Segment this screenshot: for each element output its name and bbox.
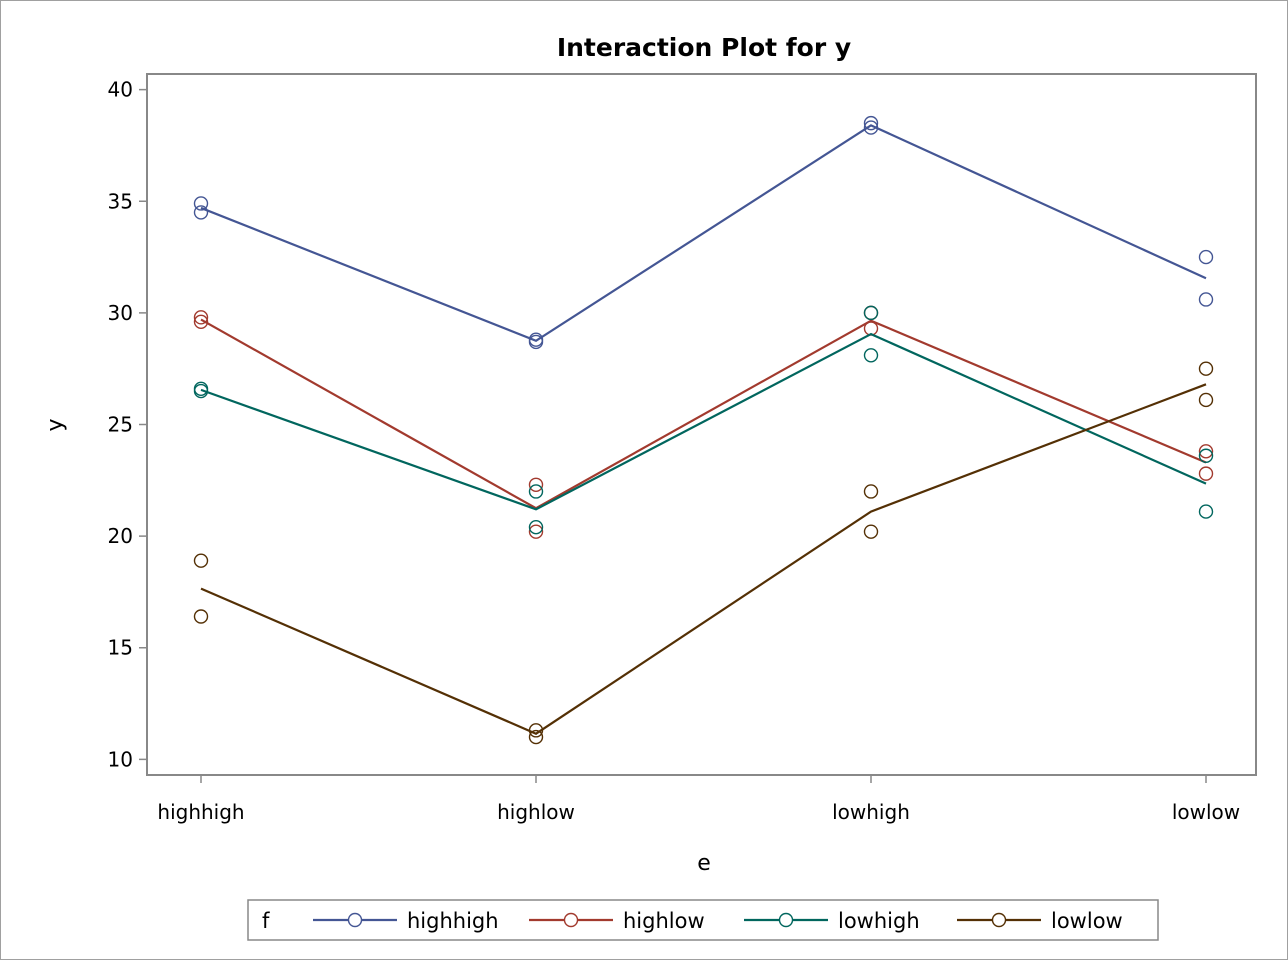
data-point-highhigh [863,120,879,135]
chart-title: Interaction Plot for y [557,33,851,62]
y-tick-label: 20 [108,524,133,548]
data-point-lowhigh [193,383,209,399]
y-tick-label: 35 [108,189,133,213]
y-tick-label: 40 [108,78,133,102]
data-point-lowlow [1198,361,1214,376]
data-point-lowhigh [1198,448,1214,463]
data-point-highhigh [1198,249,1214,265]
series-line-lowhigh [200,332,1207,511]
series-lowhigh [193,305,1214,535]
legend-label-lowlow: lowlow [1051,909,1123,933]
data-point-lowhigh [1198,504,1214,519]
data-point-lowlow [193,609,209,624]
data-point-lowlow [528,729,544,745]
data-point-lowhigh [528,519,544,535]
data-point-lowhigh [863,348,879,363]
x-tick-label: highhigh [157,800,244,824]
legend-marker-highlow [563,912,579,928]
plot-area [146,73,1257,776]
y-tick-label: 15 [108,636,133,660]
x-axis: highhigh highlow lowhigh lowlow [157,775,1240,824]
data-point-highlow [528,524,544,539]
legend-label-highlow: highlow [623,909,705,933]
data-point-lowlow [528,723,544,738]
data-point-lowlow [863,524,879,539]
y-tick-label: 25 [108,413,133,437]
legend-label-lowhigh: lowhigh [838,909,920,933]
data-point-highhigh [528,334,544,350]
data-point-highhigh [1198,292,1214,307]
y-tick-label: 30 [108,301,133,325]
data-point-highlow [1198,466,1214,481]
data-point-lowhigh [863,305,879,321]
data-point-highlow [193,310,209,325]
data-point-highlow [528,477,544,492]
x-tick-label: lowhigh [832,800,910,824]
legend-marker-lowlow [991,912,1007,928]
series-highhigh [193,115,1214,350]
x-tick-label: highlow [497,800,575,824]
data-point-highhigh [193,196,209,211]
y-axis: 10 15 20 25 30 35 40 [108,78,147,771]
series-line-highhigh [200,124,1207,343]
series-layer [193,115,1214,745]
data-point-lowlow [1198,392,1214,408]
data-point-highlow [193,314,209,330]
legend-marker-lowhigh [778,912,794,928]
series-line-lowlow [200,383,1207,735]
legend-title: f [262,909,270,933]
x-tick-label: lowlow [1172,800,1240,824]
data-point-highlow [1198,444,1214,459]
data-point-lowlow [863,484,879,499]
y-tick-label: 10 [108,747,133,771]
legend-marker-highhigh [347,912,363,928]
data-point-lowhigh [528,484,544,499]
data-point-lowlow [193,553,209,568]
legend: f highhigh highlow lowhigh lowlow [247,899,1159,941]
data-point-highhigh [863,115,879,131]
series-line-highlow [200,318,1207,510]
y-axis-label: y [43,418,68,431]
legend-label-highhigh: highhigh [407,909,499,933]
x-axis-label: e [697,851,711,876]
data-point-highhigh [193,205,209,220]
series-lowlow [193,361,1214,745]
